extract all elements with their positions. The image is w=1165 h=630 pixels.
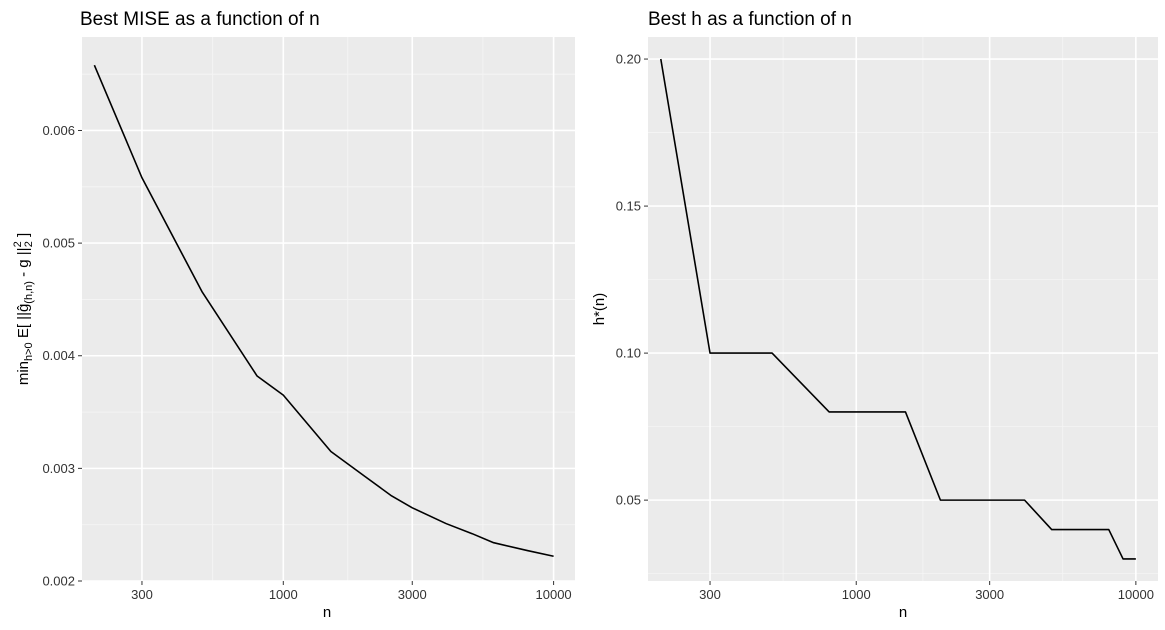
x-tick-label: 10000 (536, 587, 572, 602)
mise-y-axis-title: minh>0 E[ ||ĝ(h,n) - g ||22 ] (12, 233, 35, 385)
y-tick-label: 0.002 (42, 574, 75, 589)
x-tick-label: 3000 (975, 587, 1004, 602)
ylabel-min-subscript: h>0 (23, 342, 35, 361)
y-tick-label: 0.05 (616, 493, 641, 508)
y-tick-label: 0.006 (42, 123, 75, 138)
ylabel-min: min (15, 361, 32, 385)
x-tick-label: 300 (131, 587, 153, 602)
x-tick-label: 1000 (269, 587, 298, 602)
bandwidth-chart-title: Best h as a function of n (648, 9, 852, 30)
ylabel-expectation: E[ || (15, 312, 32, 342)
ylabel-ghat: ĝ (15, 304, 32, 312)
bandwidth-x-axis-title: n (899, 604, 907, 621)
x-tick-label: 1000 (842, 587, 871, 602)
mise-x-axis-title: n (323, 604, 331, 621)
bandwidth-panel: Best h as a function of n n h*(n) 300 100… (591, 9, 1158, 621)
mise-panel: Best MISE as a function of n n minh>0 E[… (12, 9, 575, 621)
ylabel-close-bracket: ] (15, 233, 32, 241)
y-tick-label: 0.004 (42, 348, 75, 363)
x-tick-label: 10000 (1118, 587, 1154, 602)
y-tick-label: 0.15 (616, 199, 641, 214)
x-tick-label: 3000 (398, 587, 427, 602)
y-tick-label: 0.10 (616, 346, 641, 361)
ylabel-minus-g: - g || (15, 247, 32, 281)
y-tick-label: 0.005 (42, 236, 75, 251)
x-tick-label: 300 (699, 587, 721, 602)
ylabel-ghat-subscript: (h,n) (23, 281, 35, 304)
bandwidth-y-axis-title: h*(n) (591, 293, 608, 326)
y-tick-label: 0.20 (616, 52, 641, 67)
mise-chart-title: Best MISE as a function of n (80, 9, 320, 30)
y-tick-label: 0.003 (42, 461, 75, 476)
mise-plot-background (82, 37, 575, 581)
